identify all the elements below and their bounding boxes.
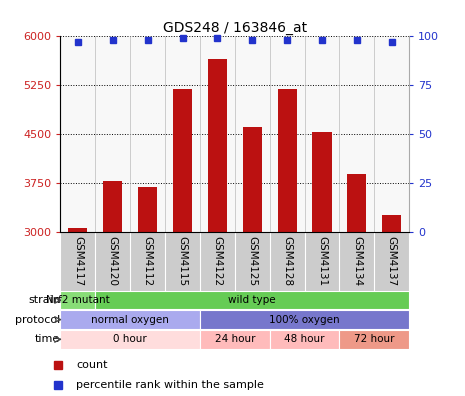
Bar (278, 89, 297, 232)
Bar (270, 330, 339, 349)
Text: GSM4137: GSM4137 (387, 236, 397, 286)
Text: wild type: wild type (228, 295, 276, 305)
Text: strain: strain (28, 295, 60, 305)
Text: GSM4122: GSM4122 (213, 236, 222, 286)
Bar (382, 215, 401, 232)
Bar (60, 310, 200, 329)
Text: count: count (76, 360, 108, 369)
Bar (200, 310, 409, 329)
Bar (173, 89, 192, 232)
Text: 72 hour: 72 hour (354, 334, 395, 345)
Text: 0 hour: 0 hour (113, 334, 147, 345)
Bar (339, 36, 374, 232)
Bar (60, 36, 95, 232)
Bar (339, 330, 409, 349)
Bar (243, 127, 262, 232)
Bar (103, 181, 122, 232)
Text: GSM4112: GSM4112 (143, 236, 153, 286)
Bar (138, 187, 157, 232)
Text: GSM4117: GSM4117 (73, 236, 83, 286)
Bar (200, 36, 235, 232)
Bar (60, 291, 95, 309)
Bar (312, 132, 332, 232)
Text: protocol: protocol (15, 314, 60, 325)
Text: GSM4131: GSM4131 (317, 236, 327, 286)
Text: Nrf2 mutant: Nrf2 mutant (46, 295, 110, 305)
Text: 24 hour: 24 hour (214, 334, 255, 345)
Text: percentile rank within the sample: percentile rank within the sample (76, 380, 264, 390)
Title: GDS248 / 163846_at: GDS248 / 163846_at (163, 21, 307, 34)
Bar (130, 36, 165, 232)
Text: 48 hour: 48 hour (284, 334, 325, 345)
Text: GSM4120: GSM4120 (108, 236, 118, 286)
Bar (95, 36, 130, 232)
Text: GSM4128: GSM4128 (282, 236, 292, 286)
Bar (305, 36, 339, 232)
Text: GSM4134: GSM4134 (352, 236, 362, 286)
Text: 100% oxygen: 100% oxygen (269, 314, 340, 325)
Text: normal oxygen: normal oxygen (91, 314, 169, 325)
Bar (200, 330, 270, 349)
Bar (68, 228, 87, 232)
Text: time: time (35, 334, 60, 345)
Bar (208, 59, 227, 232)
Bar (347, 174, 366, 232)
Bar (374, 36, 409, 232)
Text: GSM4115: GSM4115 (178, 236, 187, 286)
Text: GSM4125: GSM4125 (247, 236, 257, 286)
Bar (60, 330, 200, 349)
Bar (270, 36, 305, 232)
Bar (235, 36, 270, 232)
Bar (165, 36, 200, 232)
